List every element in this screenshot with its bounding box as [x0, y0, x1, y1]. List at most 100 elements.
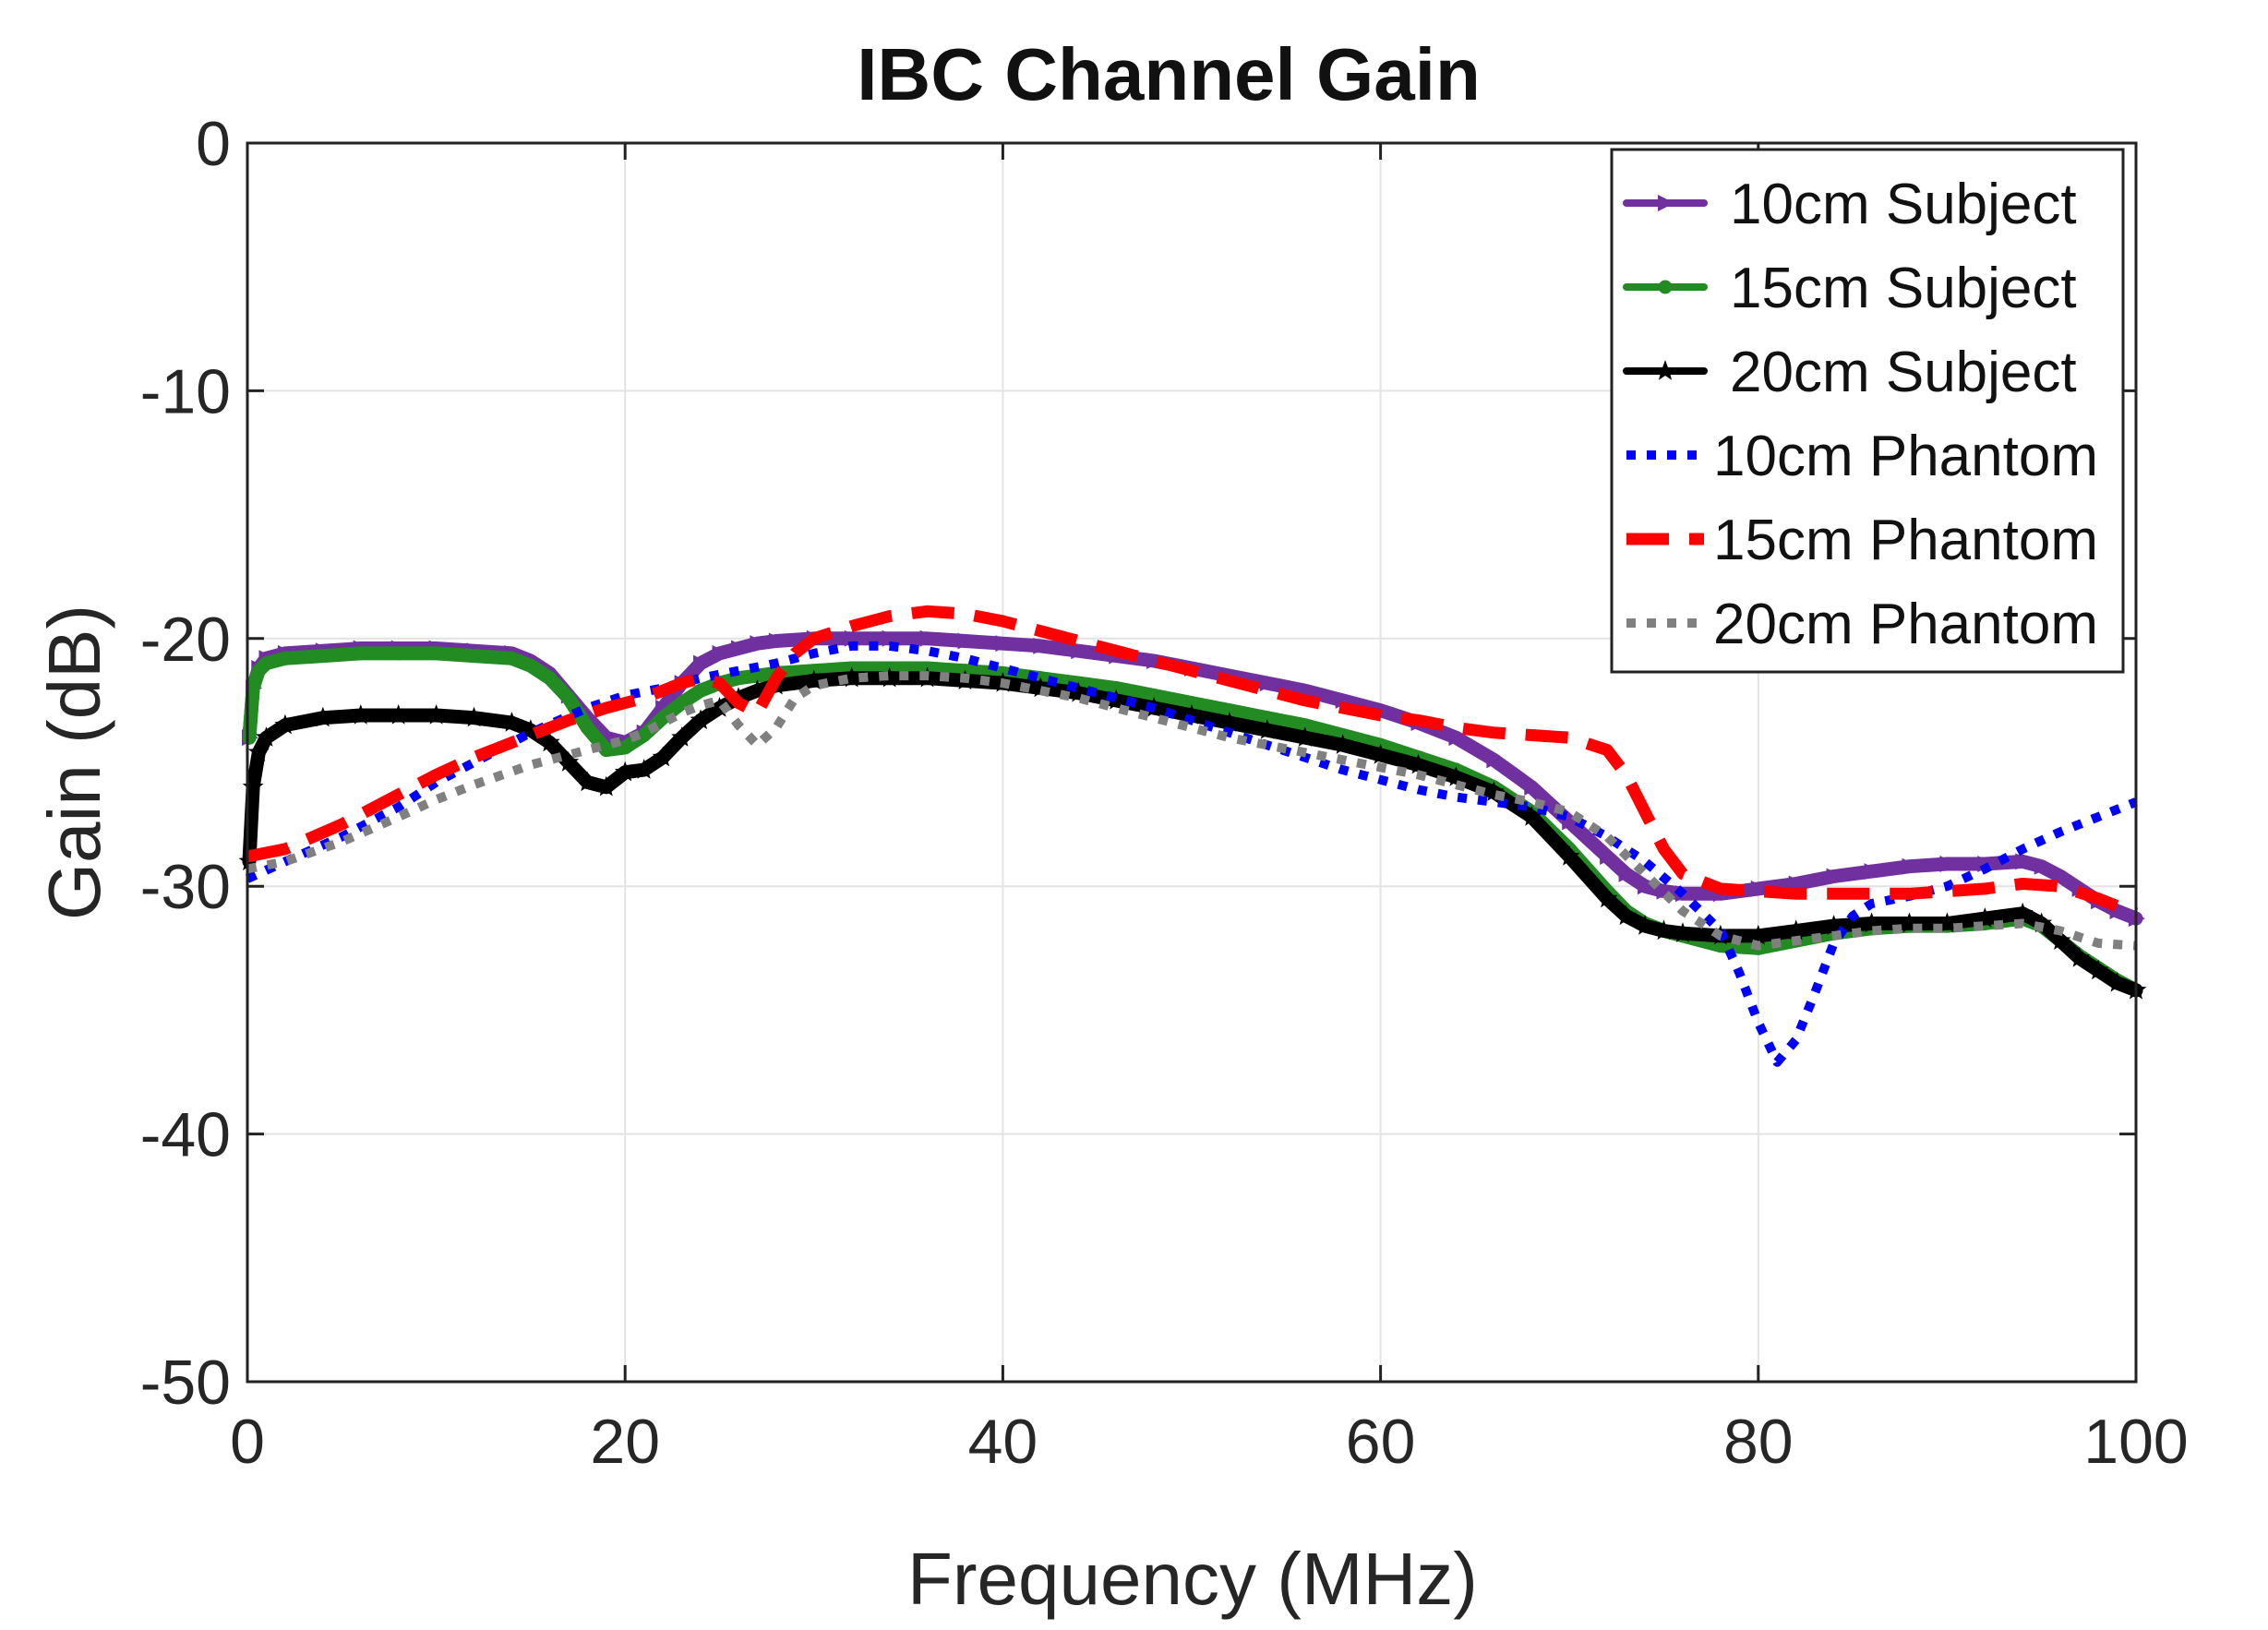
data-point-10cm-subject — [730, 640, 748, 657]
data-point-20cm-subject — [2087, 959, 2109, 980]
data-point-15cm-subject — [242, 730, 257, 745]
y-tick-label: -30 — [140, 852, 231, 922]
data-point-20cm-subject — [388, 704, 410, 725]
data-point-20cm-subject — [1181, 704, 1203, 725]
x-tick-label: 40 — [968, 1407, 1038, 1477]
data-point-10cm-subject — [1939, 856, 1957, 873]
data-point-15cm-subject — [467, 649, 482, 664]
data-point-20cm-subject — [2049, 929, 2071, 950]
data-point-10cm-subject — [1033, 637, 1050, 654]
data-point-10cm-subject — [2015, 853, 2033, 870]
data-point-10cm-subject — [1071, 642, 1088, 660]
data-point-20cm-subject — [426, 704, 447, 725]
data-point-15cm-subject — [675, 696, 690, 711]
data-point-20cm-subject — [274, 713, 296, 735]
data-point-15cm-subject — [391, 646, 406, 661]
data-point-15cm-subject — [523, 658, 538, 673]
data-point-10cm-subject — [2034, 857, 2051, 875]
legend-entry-20cm-subject: 20cm Subject — [1623, 341, 2077, 404]
data-point-20cm-subject — [501, 712, 522, 732]
data-point-20cm-subject — [1615, 905, 1637, 926]
data-point-20cm-subject — [576, 771, 598, 792]
data-point-10cm-subject — [1618, 865, 1636, 882]
series-15cm-phantom — [246, 605, 2139, 919]
data-point-10cm-subject — [693, 654, 711, 672]
data-point-20cm-subject — [1653, 919, 1674, 941]
x-tick-label: 80 — [1723, 1407, 1794, 1477]
data-point-20cm-subject — [1861, 912, 1882, 933]
data-point-20cm-subject — [841, 666, 863, 688]
data-point-20cm-subject — [312, 706, 334, 727]
data-point-10cm-subject — [1524, 778, 1542, 796]
data-point-15cm-subject — [429, 646, 444, 661]
data-point-20cm-subject — [1899, 912, 1920, 933]
data-point-20cm-subject — [1747, 924, 1770, 945]
x-tick-label: 20 — [590, 1407, 660, 1477]
data-point-20cm-subject — [2106, 971, 2128, 992]
data-point-10cm-subject — [1146, 652, 1164, 669]
data-point-20cm-subject — [247, 741, 270, 761]
data-point-10cm-subject — [1864, 863, 1881, 881]
data-point-20cm-subject — [1105, 689, 1127, 710]
data-point-15cm-subject — [693, 683, 708, 698]
y-axis-label: Gain (dB) — [33, 605, 115, 920]
legend-label: 20cm Subject — [1730, 341, 2077, 404]
legend-label: 10cm Subject — [1730, 173, 2077, 236]
data-point-10cm-subject — [1902, 857, 1919, 875]
legend-marker — [1658, 280, 1673, 294]
data-point-20cm-subject — [1332, 734, 1354, 754]
data-point-20cm-subject — [2031, 912, 2053, 933]
data-point-10cm-subject — [1656, 882, 1674, 900]
legend-marker — [1658, 195, 1674, 211]
legend-box — [1610, 148, 2125, 674]
data-point-10cm-subject — [1638, 878, 1655, 895]
data-point-20cm-subject — [1446, 766, 1467, 786]
legend-label: 15cm Phantom — [1713, 509, 2098, 572]
data-point-15cm-subject — [316, 649, 330, 664]
data-point-20cm-subject — [1520, 806, 1542, 826]
x-tick-label: 100 — [2083, 1407, 2188, 1477]
series-line-20cm-phantom — [246, 671, 2137, 951]
data-point-20cm-subject — [538, 731, 560, 752]
x-axis-label: Frequency (MHz) — [907, 1538, 1478, 1620]
data-point-20cm-subject — [614, 761, 636, 782]
data-point-20cm-subject — [1370, 743, 1391, 764]
data-point-20cm-subject — [1256, 719, 1278, 739]
data-point-10cm-subject — [995, 635, 1013, 653]
y-tick-label: -40 — [140, 1100, 231, 1170]
plot-frame — [246, 141, 2138, 1384]
data-point-15cm-subject — [599, 743, 614, 758]
data-point-20cm-subject — [256, 726, 277, 747]
data-point-10cm-subject — [919, 629, 937, 647]
data-point-20cm-subject — [520, 719, 542, 739]
axis-ticks: 0 20 40 60 80 100 0 -10 -20 -30 -40 -50 — [140, 109, 2189, 1477]
data-point-20cm-subject — [1067, 681, 1089, 702]
x-tick-label: 60 — [1346, 1407, 1416, 1477]
data-point-10cm-subject — [1750, 880, 1768, 897]
data-point-20cm-subject — [1482, 781, 1505, 801]
legend-entry-10cm-subject: 10cm Subject — [1623, 173, 2077, 236]
data-point-15cm-subject — [618, 740, 632, 755]
data-point-20cm-subject — [595, 775, 618, 797]
legend-entry-20cm-phantom: 20cm Phantom — [1626, 593, 2098, 656]
data-point-10cm-subject — [1335, 691, 1352, 709]
data-point-15cm-subject — [354, 646, 368, 661]
y-tick-label: -20 — [140, 605, 231, 675]
data-point-10cm-subject — [1259, 675, 1277, 692]
data-point-10cm-subject — [882, 629, 899, 647]
data-point-20cm-subject — [1672, 922, 1694, 942]
y-tick-label: -10 — [140, 356, 231, 426]
data-point-10cm-subject — [1826, 868, 1843, 885]
data-point-20cm-subject — [1558, 845, 1580, 866]
legend-label: 10cm Phantom — [1713, 425, 2098, 488]
data-point-20cm-subject — [1974, 907, 1996, 928]
legend-entry-15cm-subject: 15cm Subject — [1623, 257, 2077, 320]
data-point-20cm-subject — [558, 751, 580, 772]
data-point-20cm-subject — [463, 706, 485, 727]
data-point-20cm-subject — [803, 669, 825, 690]
data-point-20cm-subject — [350, 704, 372, 725]
data-point-20cm-subject — [1408, 753, 1429, 774]
data-point-20cm-subject — [242, 775, 264, 797]
data-point-20cm-subject — [1823, 915, 1845, 935]
